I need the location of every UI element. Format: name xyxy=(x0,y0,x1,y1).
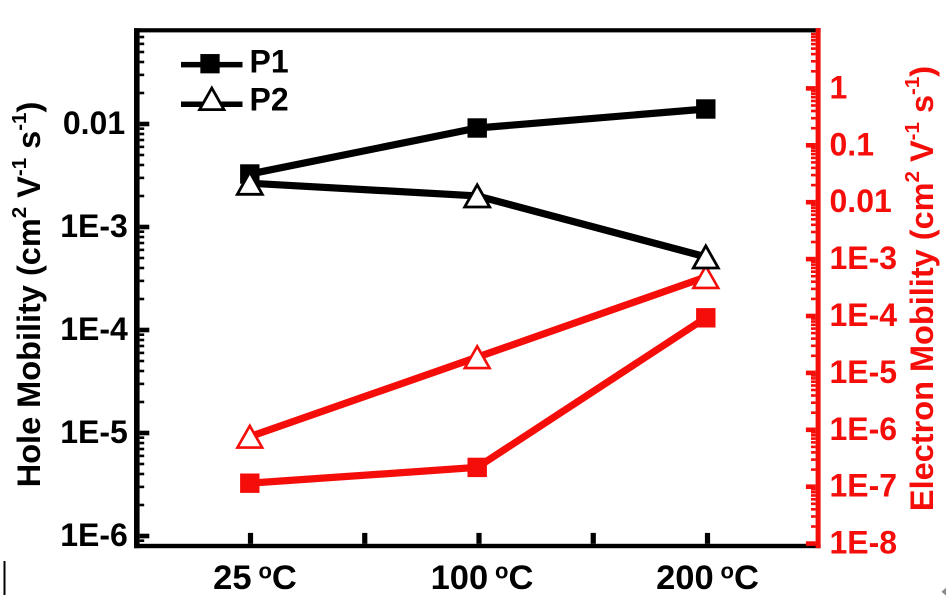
svg-text:1E-3: 1E-3 xyxy=(60,208,128,244)
svg-text:P2: P2 xyxy=(250,81,289,117)
svg-text:1E-7: 1E-7 xyxy=(830,468,898,504)
svg-text:1E-3: 1E-3 xyxy=(830,240,898,276)
svg-text:1E-4: 1E-4 xyxy=(830,297,898,333)
svg-text:1E-5: 1E-5 xyxy=(60,414,128,450)
svg-text:P1: P1 xyxy=(250,44,289,80)
svg-text:1: 1 xyxy=(830,69,848,105)
svg-text:1E-4: 1E-4 xyxy=(60,311,128,347)
svg-text:200 oC: 200 oC xyxy=(656,559,759,598)
svg-text:25 oC: 25 oC xyxy=(213,559,297,598)
svg-text:0.1: 0.1 xyxy=(830,126,874,162)
svg-text:0.01: 0.01 xyxy=(63,105,125,141)
svg-text:Hole Mobility (cm2 V-1 s-1): Hole Mobility (cm2 V-1 s-1) xyxy=(8,102,47,488)
svg-text:1E-8: 1E-8 xyxy=(830,525,898,561)
svg-text:0.01: 0.01 xyxy=(830,183,892,219)
svg-text:1E-6: 1E-6 xyxy=(60,517,128,553)
svg-text:1E-5: 1E-5 xyxy=(830,354,898,390)
svg-text:100 oC: 100 oC xyxy=(431,559,534,598)
svg-text:1E-6: 1E-6 xyxy=(830,411,898,447)
